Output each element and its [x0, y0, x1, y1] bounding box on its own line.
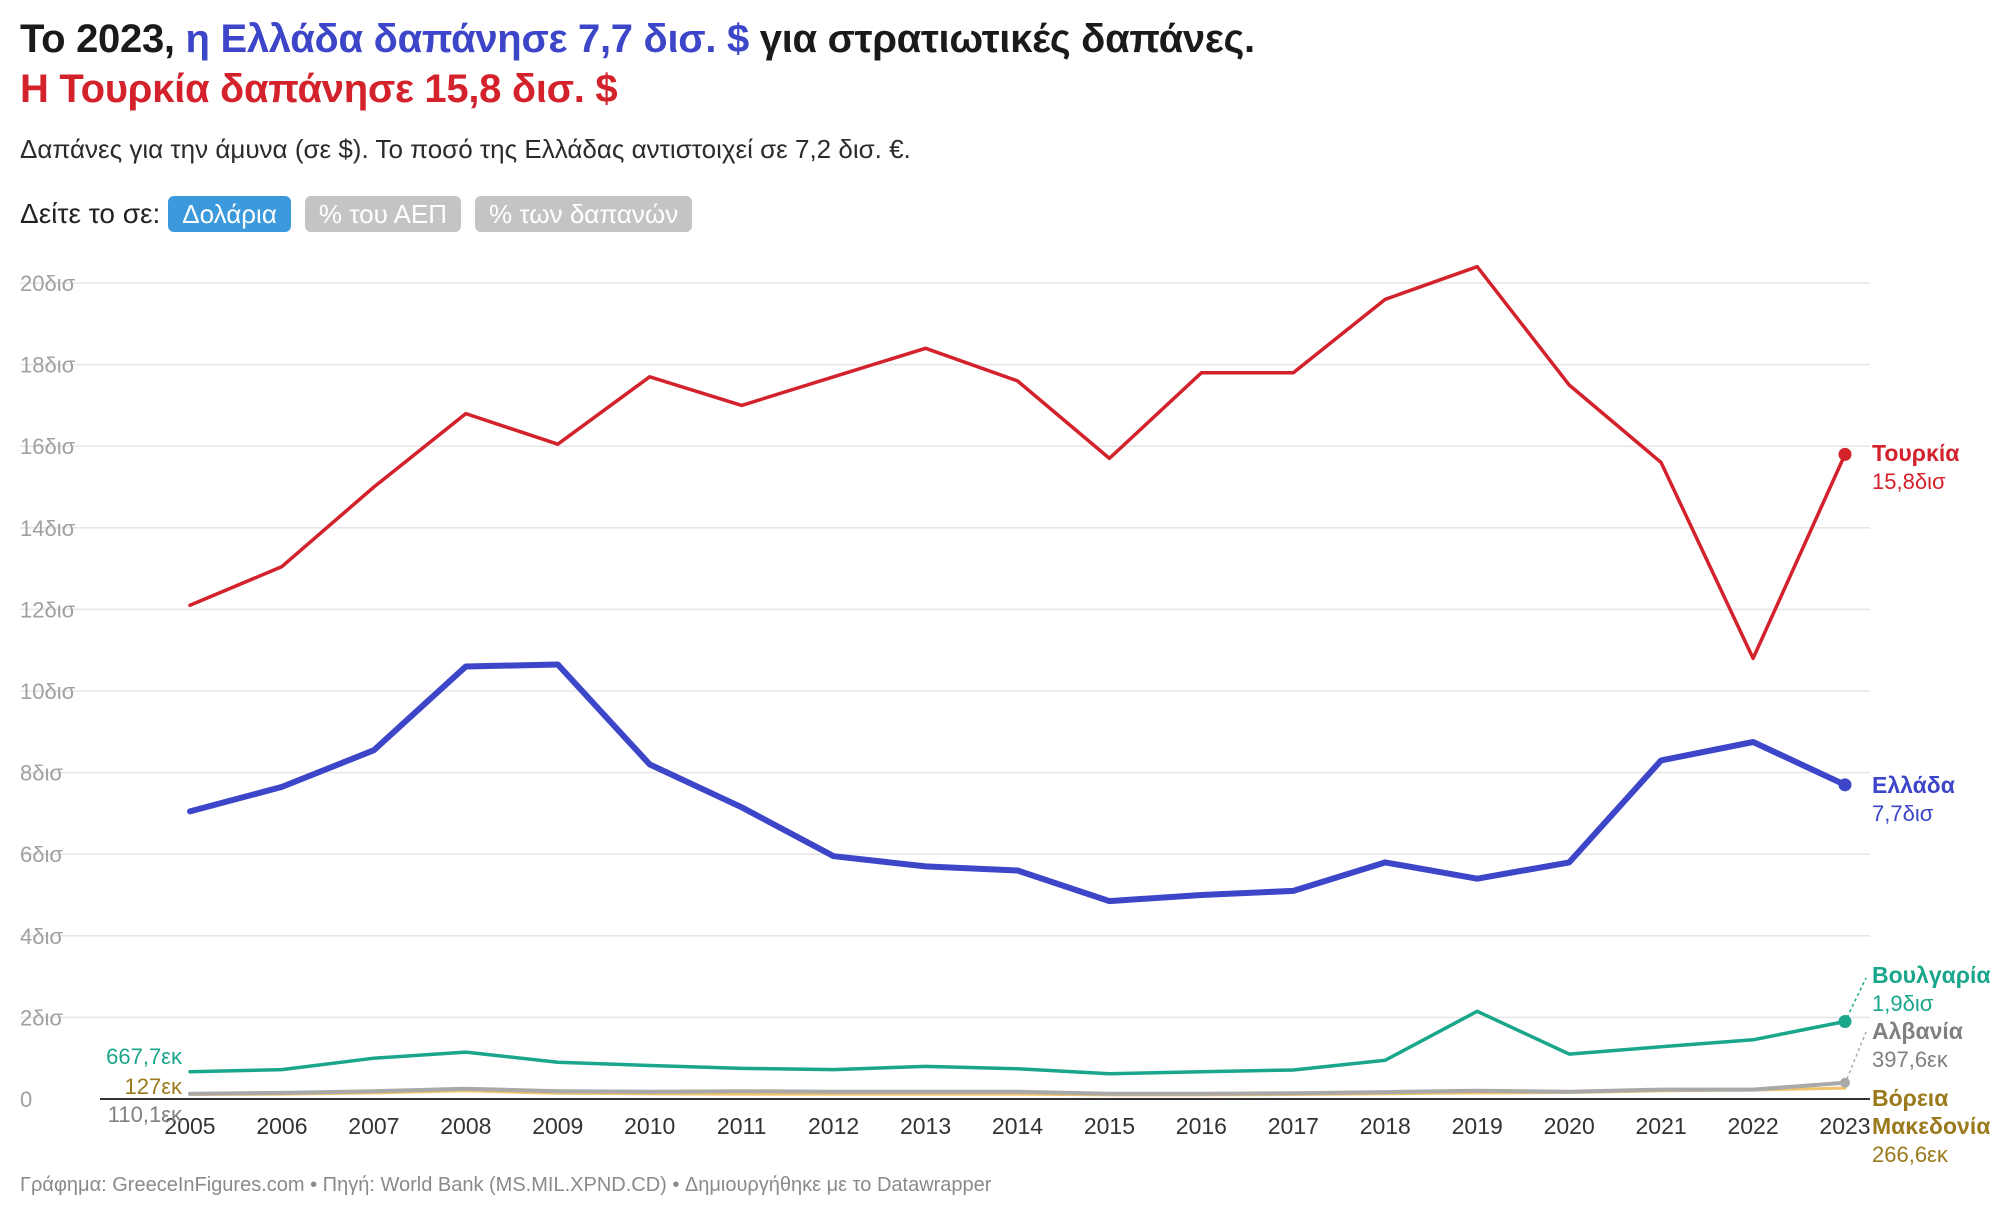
- series-end-value-albania: 397,6εκ: [1872, 1047, 1949, 1072]
- end-point-bulgaria: [1838, 1014, 1852, 1028]
- view-selector: Δείτε το σε: Δολάρια % του ΑΕΠ % των δαπ…: [20, 196, 706, 232]
- series-line-albania: [188, 1080, 1847, 1096]
- series-end-value-turkey: 15,8δισ: [1872, 469, 1946, 494]
- y-tick-label: 2δισ: [20, 1005, 63, 1030]
- x-tick-label: 2006: [256, 1113, 307, 1139]
- y-tick-label: 12δισ: [20, 597, 76, 622]
- series-labels: Τουρκία 15,8δισ Ελλάδα 7,7δισ Βουλγαρία 1,9δι…: [106, 440, 1990, 1167]
- x-tick-label: 2023: [1819, 1113, 1870, 1139]
- chart-subtitle: Δαπάνες για την άμυνα (σε $). Το ποσό τη…: [20, 134, 911, 164]
- x-tick-label: 2014: [992, 1113, 1043, 1139]
- x-tick-label: 2008: [440, 1113, 491, 1139]
- axes: 0 2δισ 4δισ 6δισ 8δισ 10δισ 12δισ 14δισ 16δισ 18δ…: [20, 271, 1871, 1139]
- series-line-turkey: [188, 264, 1847, 661]
- y-tick-label: 6δισ: [20, 842, 63, 867]
- grid-lines: [20, 282, 1870, 1019]
- y-tick-label: 14δισ: [20, 516, 76, 541]
- label-connector-bulgaria: [1846, 977, 1867, 1018]
- series-name-label-albania: Αλβανία: [1872, 1018, 1963, 1044]
- x-tick-label: 2015: [1084, 1113, 1135, 1139]
- end-point-greece: [1838, 778, 1852, 792]
- view-option-dollars-button[interactable]: Δολάρια: [168, 196, 291, 232]
- series-name-label-north_macedonia: Βόρεια: [1872, 1085, 1948, 1111]
- series-name-label-turkey: Τουρκία: [1872, 440, 1959, 466]
- series-name-label-greece: Ελλάδα: [1872, 772, 1955, 798]
- title-line-2: Η Τουρκία δαπάνησε 15,8 δισ. $: [20, 67, 618, 111]
- title-part-3: για στρατιωτικές δαπάνες.: [748, 17, 1255, 61]
- title-part-1: Το 2023,: [20, 17, 186, 61]
- x-tick-label: 2013: [900, 1113, 951, 1139]
- series-name-label-bulgaria: Βουλγαρία: [1872, 962, 1991, 988]
- end-point-turkey: [1838, 447, 1852, 461]
- x-tick-label: 2005: [164, 1113, 215, 1139]
- series-start-value-north-macedonia: 110,1εκ: [108, 1102, 183, 1127]
- x-tick-label: 2020: [1544, 1113, 1595, 1139]
- end-point-albania: [1840, 1077, 1850, 1088]
- series-name-label-north_macedonia: Μακεδονία: [1872, 1113, 1990, 1139]
- series-start-value-albania: 127εκ: [124, 1074, 183, 1099]
- series-line-greece: [187, 661, 1848, 905]
- y-tick-label: 8δισ: [20, 761, 63, 786]
- y-tick-label: 20δισ: [20, 271, 76, 296]
- series-end-value-bulgaria: 1,9δισ: [1872, 991, 1934, 1016]
- y-tick-label: 16δισ: [20, 434, 76, 459]
- label-connector-albania: [1846, 1031, 1867, 1080]
- series-end-value-north_macedonia: 266,6εκ: [1872, 1142, 1949, 1167]
- series-start-value-bulgaria: 667,7εκ: [106, 1044, 183, 1069]
- x-tick-label: 2009: [532, 1113, 583, 1139]
- chart-footer-credits: Γράφημα: GreeceInFigures.com • Πηγή: Wor…: [20, 1174, 992, 1196]
- x-tick-label: 2022: [1727, 1113, 1778, 1139]
- view-option-spending-button[interactable]: % των δαπανών: [475, 196, 693, 232]
- chart-title: Το 2023, η Ελλάδα δαπάνησε 7,7 δισ. $ γι…: [20, 14, 1980, 114]
- y-tick-label: 0: [20, 1087, 32, 1112]
- view-option-gdp-button[interactable]: % του ΑΕΠ: [304, 196, 462, 232]
- series-lines: [187, 264, 1852, 1097]
- x-tick-label: 2011: [717, 1113, 766, 1139]
- x-tick-label: 2019: [1452, 1113, 1503, 1139]
- x-tick-label: 2018: [1360, 1113, 1411, 1139]
- x-tick-label: 2016: [1176, 1113, 1227, 1139]
- y-tick-label: 18δισ: [20, 353, 76, 378]
- y-tick-label: 10δισ: [20, 679, 76, 704]
- series-end-value-greece: 7,7δισ: [1872, 801, 1934, 826]
- series-line-bulgaria: [188, 1009, 1847, 1076]
- x-tick-label: 2017: [1268, 1113, 1319, 1139]
- x-tick-label: 2007: [348, 1113, 399, 1139]
- x-tick-label: 2012: [808, 1113, 859, 1139]
- x-tick-label: 2021: [1636, 1113, 1687, 1139]
- title-part-2: η Ελλάδα δαπάνησε 7,7 δισ. $: [185, 17, 750, 61]
- view-selector-label: Δείτε το σε:: [20, 198, 161, 229]
- x-tick-label: 2010: [624, 1113, 675, 1139]
- y-tick-label: 4δισ: [20, 924, 63, 949]
